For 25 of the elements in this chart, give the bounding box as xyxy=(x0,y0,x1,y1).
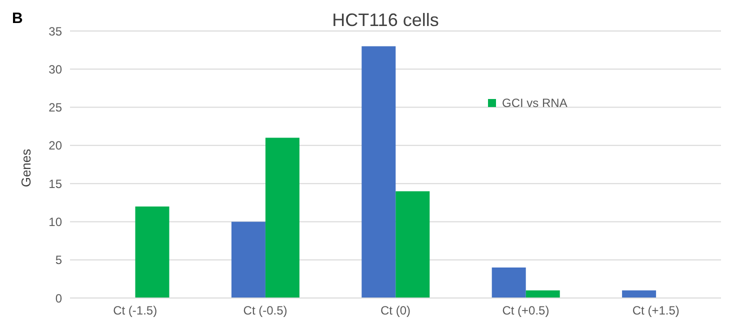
legend-label: GCI vs RNA xyxy=(502,96,568,110)
y-tick-label: 0 xyxy=(55,291,62,306)
y-tick-label: 20 xyxy=(48,138,62,153)
bar xyxy=(622,290,656,298)
y-tick-label: 30 xyxy=(48,62,62,76)
y-tick-label: 15 xyxy=(48,176,62,191)
bar xyxy=(231,222,266,298)
x-tick-label: Ct (0) xyxy=(380,304,411,318)
y-axis-title: Genes xyxy=(18,148,34,188)
y-tick-label: 10 xyxy=(48,214,62,229)
y-tick-label: 25 xyxy=(48,100,62,115)
text: B xyxy=(12,10,23,27)
y-tick-label: 5 xyxy=(55,253,62,268)
x-tick-label: Ct (+1.5) xyxy=(632,304,680,318)
bar xyxy=(362,46,396,298)
x-tick-label: Ct (-1.5) xyxy=(113,304,158,318)
bar xyxy=(396,191,430,298)
bar xyxy=(492,267,526,298)
y-tick-label: 35 xyxy=(48,24,62,38)
x-tick-label: Ct (+0.5) xyxy=(502,304,550,318)
chart-title: HCT116 cells xyxy=(332,10,439,30)
bar xyxy=(135,206,170,298)
x-tick-label: Ct (-0.5) xyxy=(243,304,288,318)
bar xyxy=(265,138,300,298)
bar xyxy=(526,290,560,298)
